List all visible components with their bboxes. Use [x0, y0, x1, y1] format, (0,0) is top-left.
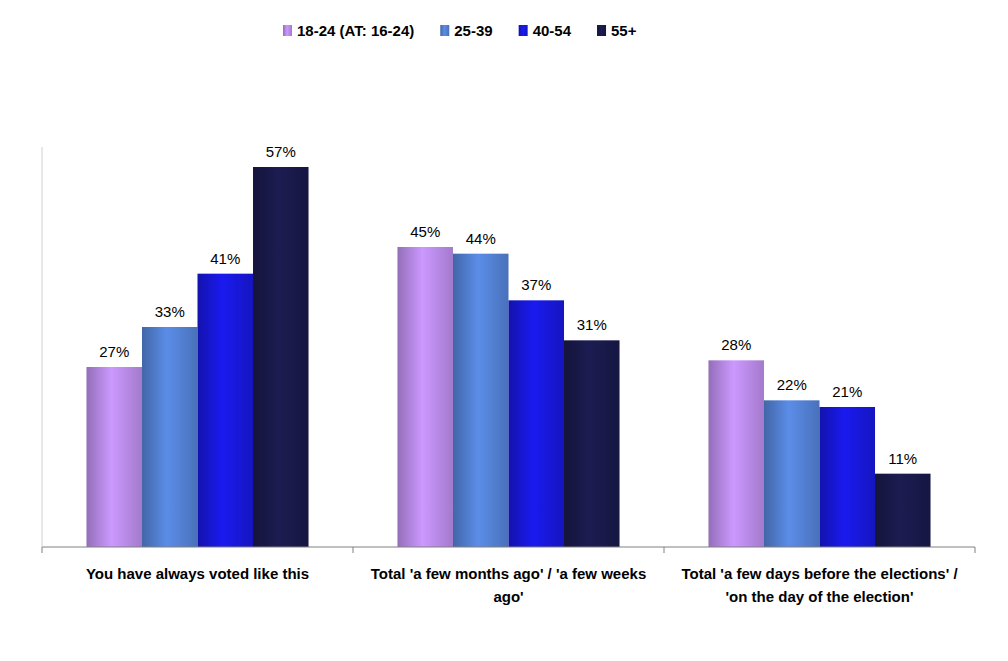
bar: [198, 274, 254, 547]
bar: [453, 254, 509, 547]
category-label: You have always voted like this: [53, 562, 343, 585]
category-divider: [664, 547, 665, 553]
category-divider: [42, 547, 43, 553]
legend: 18-24 (AT: 16-24) 25-39 40-54 55+: [283, 22, 637, 39]
category-label: Total 'a few days before the elections' …: [675, 562, 965, 608]
category-divider: [975, 547, 976, 553]
bar: [142, 327, 198, 547]
legend-swatch: [597, 25, 606, 36]
data-label: 22%: [777, 376, 807, 393]
bar: [875, 474, 931, 547]
category-label: Total 'a few months ago' / 'a few weeks …: [364, 562, 654, 608]
data-label: 57%: [266, 143, 296, 160]
legend-label: 18-24 (AT: 16-24): [297, 22, 414, 39]
chart: 27% 33% 41% 57% 45% 44% 37% 31% 28% 22% 21% 11% 18-2…: [0, 0, 1008, 661]
data-label: 37%: [521, 276, 551, 293]
data-label: 45%: [410, 223, 440, 240]
legend-swatch: [440, 25, 449, 36]
data-label: 28%: [721, 336, 751, 353]
legend-label: 25-39: [454, 22, 492, 39]
data-label: 44%: [466, 230, 496, 247]
bars: [86, 167, 930, 547]
bar: [86, 367, 142, 547]
legend-label: 55+: [611, 22, 637, 39]
chart-svg: 27% 33% 41% 57% 45% 44% 37% 31% 28% 22% 21% 11% 18-2…: [0, 0, 1008, 661]
bar: [253, 167, 309, 547]
x-axis-line: [42, 547, 975, 548]
legend-swatch: [519, 25, 528, 36]
legend-label: 40-54: [533, 22, 572, 39]
bar: [397, 247, 453, 547]
bar: [564, 340, 620, 547]
bar: [509, 300, 565, 547]
data-label: 31%: [577, 316, 607, 333]
data-label: 27%: [99, 343, 129, 360]
y-axis-line: [42, 147, 43, 547]
data-label: 41%: [210, 250, 240, 267]
bar: [764, 400, 820, 547]
data-label: 11%: [888, 450, 917, 467]
legend-swatch: [283, 25, 292, 36]
data-label: 21%: [832, 383, 862, 400]
bar: [820, 407, 876, 547]
category-divider: [353, 547, 354, 553]
data-label: 33%: [155, 303, 185, 320]
bar: [708, 360, 764, 547]
